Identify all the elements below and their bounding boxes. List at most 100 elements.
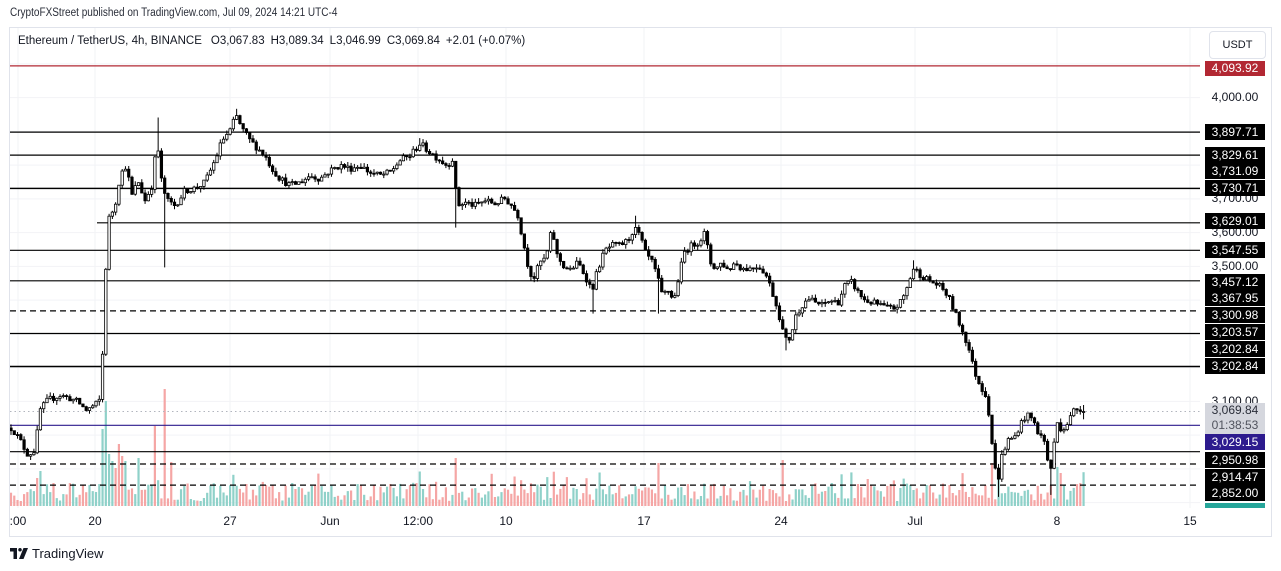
candle [875,299,880,307]
price-level-label[interactable]: 3,730.71 [1205,180,1265,196]
volume-bar [1023,490,1026,506]
candle [486,195,491,205]
volume-bar [716,498,719,506]
candle [235,108,239,121]
candle [633,215,638,238]
volume-bar [974,493,977,506]
candle [339,161,343,174]
volume-bar [745,495,748,506]
price-tick-label: 3,500.00 [1211,259,1259,273]
price-level-label[interactable]: 3,829.61 [1205,147,1265,163]
volume-bar [608,485,611,506]
volume-bar [827,486,830,506]
price-level-label[interactable]: 2,950.98 [1205,452,1265,468]
price-level-label[interactable]: 3,029.15 [1205,434,1265,450]
candle [830,299,834,305]
volume-bar [585,478,588,506]
candle [653,257,657,272]
price-level-label[interactable]: 3,457.12 [1205,274,1265,290]
price-level-label[interactable]: 3,202.84 [1205,358,1265,374]
price-level-label[interactable]: 3,202.84 [1205,341,1265,357]
candle [352,163,356,172]
price-level-label[interactable]: 3,731.09 [1205,163,1265,179]
candle [575,257,579,270]
price-level-label[interactable] [1205,503,1265,508]
currency-unit-button[interactable]: USDT [1209,31,1266,59]
price-axis[interactable]: 4,000.00 3,700.00 3,600.00 3,500.00 3,100.00… [1201,61,1269,508]
time-axis[interactable]: :00 20 27 Jun 12:00 10 17 24 Jul 8 15 [10,508,1200,535]
volume-bar [1059,473,1062,506]
candle [342,163,347,170]
candle [866,295,870,304]
candle [1019,418,1024,435]
candle [974,358,978,380]
chart-frame [9,27,1272,537]
price-level-label[interactable]: 3,547.55 [1205,242,1265,258]
candle [38,406,43,431]
volume-bar [356,484,359,506]
price-level-label[interactable]: 2,852.00 [1205,485,1265,501]
candle [709,242,713,267]
candle [457,186,461,207]
volume-bar [654,493,657,506]
last-price-label: 3,069.84 01:38:53 [1205,403,1265,434]
horizontal-levels[interactable] [10,65,1200,486]
volume-bar [281,500,284,506]
candle [692,240,697,250]
candle [892,304,896,310]
volume-bar [98,484,101,506]
volume-bar [572,487,575,506]
volume-bar [137,458,140,506]
volume-bar [748,481,752,506]
volume-bar [209,485,212,506]
volume-bar [546,477,549,506]
candle [565,266,569,270]
volume-bar [775,493,778,506]
candle [257,146,262,152]
candle [804,298,808,309]
volume-bar [605,494,608,506]
candle [136,182,141,187]
volume-bar [726,495,729,506]
price-level-label[interactable]: 3,367.95 [1205,290,1265,306]
price-level-label[interactable]: 2,914.47 [1205,469,1265,485]
candle [117,184,121,207]
candle [42,401,46,413]
tradingview-footer[interactable]: TradingView [10,545,104,561]
volume-bar [1079,483,1082,506]
volume-bar [696,499,699,506]
volume-bar [1020,495,1023,506]
volume-bar [88,484,91,506]
candle [172,198,177,210]
volume-bar [971,487,974,506]
candle [1006,436,1010,451]
volume-bar [65,494,68,506]
volume-bar [1046,492,1049,506]
candle [395,162,399,171]
price-level-label[interactable]: 3,203.57 [1205,324,1265,340]
price-level-label[interactable]: 3,897.71 [1205,124,1265,140]
volume-bar [487,491,490,506]
price-level-label[interactable]: 4,093.92 [1205,61,1265,76]
volume-bar [752,489,755,506]
candle [480,201,484,207]
volume-bar [19,501,22,506]
candle [941,280,945,292]
candle [483,197,487,204]
symbol-title[interactable]: Ethereum / TetherUS, 4h, BINANCE [18,35,202,47]
candle [532,272,536,283]
candle [1042,433,1046,445]
candle [444,162,448,169]
price-level-label[interactable]: 3,300.98 [1205,307,1265,323]
candle [427,149,432,156]
volume-bar [232,474,235,506]
candle [192,185,196,194]
candle [1065,422,1069,432]
candle [248,132,252,143]
volume-bar [500,492,503,506]
volume-bar [140,489,143,506]
price-level-label[interactable]: 3,629.01 [1205,213,1265,229]
volume-bar [964,491,967,506]
candle [313,174,317,183]
